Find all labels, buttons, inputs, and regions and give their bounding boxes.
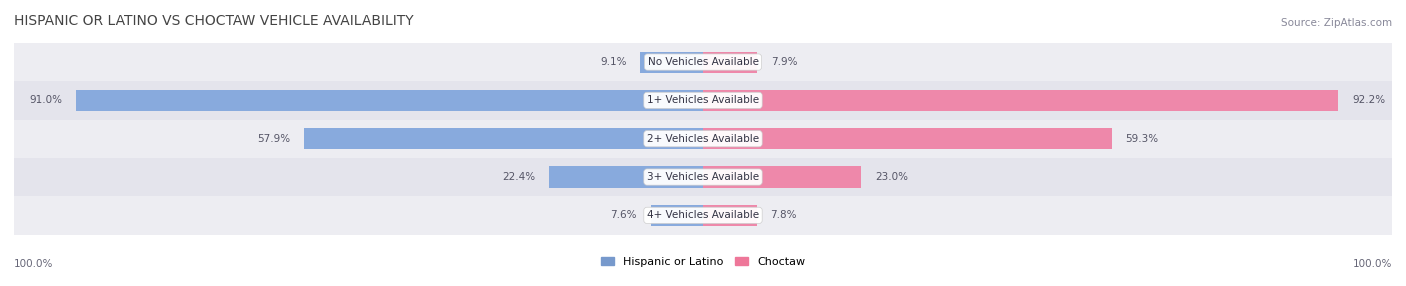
Text: 100.0%: 100.0%: [1353, 259, 1392, 269]
Bar: [76, 90, 703, 111]
Bar: [14, 81, 1392, 120]
Bar: [548, 166, 703, 188]
Text: 2+ Vehicles Available: 2+ Vehicles Available: [647, 134, 759, 144]
Text: 7.6%: 7.6%: [610, 210, 637, 220]
Text: 59.3%: 59.3%: [1125, 134, 1159, 144]
Bar: [640, 51, 703, 73]
Text: 22.4%: 22.4%: [502, 172, 534, 182]
Text: 7.8%: 7.8%: [770, 210, 797, 220]
Legend: Hispanic or Latino, Choctaw: Hispanic or Latino, Choctaw: [596, 252, 810, 271]
Bar: [14, 120, 1392, 158]
Text: No Vehicles Available: No Vehicles Available: [648, 57, 758, 67]
Text: HISPANIC OR LATINO VS CHOCTAW VEHICLE AVAILABILITY: HISPANIC OR LATINO VS CHOCTAW VEHICLE AV…: [14, 13, 413, 27]
Bar: [703, 166, 862, 188]
Bar: [14, 158, 1392, 196]
Text: 4+ Vehicles Available: 4+ Vehicles Available: [647, 210, 759, 220]
Text: 3+ Vehicles Available: 3+ Vehicles Available: [647, 172, 759, 182]
Text: 1+ Vehicles Available: 1+ Vehicles Available: [647, 96, 759, 105]
Bar: [703, 128, 1112, 149]
Bar: [703, 90, 1339, 111]
Bar: [703, 205, 756, 226]
Bar: [304, 128, 703, 149]
Text: 23.0%: 23.0%: [875, 172, 908, 182]
Bar: [703, 51, 758, 73]
Text: 7.9%: 7.9%: [772, 57, 797, 67]
Text: 9.1%: 9.1%: [600, 57, 627, 67]
Text: 100.0%: 100.0%: [14, 259, 53, 269]
Bar: [651, 205, 703, 226]
Text: 91.0%: 91.0%: [30, 96, 62, 105]
Text: 57.9%: 57.9%: [257, 134, 290, 144]
Bar: [14, 196, 1392, 235]
Text: Source: ZipAtlas.com: Source: ZipAtlas.com: [1281, 17, 1392, 27]
Text: 92.2%: 92.2%: [1353, 96, 1385, 105]
Bar: [14, 43, 1392, 81]
